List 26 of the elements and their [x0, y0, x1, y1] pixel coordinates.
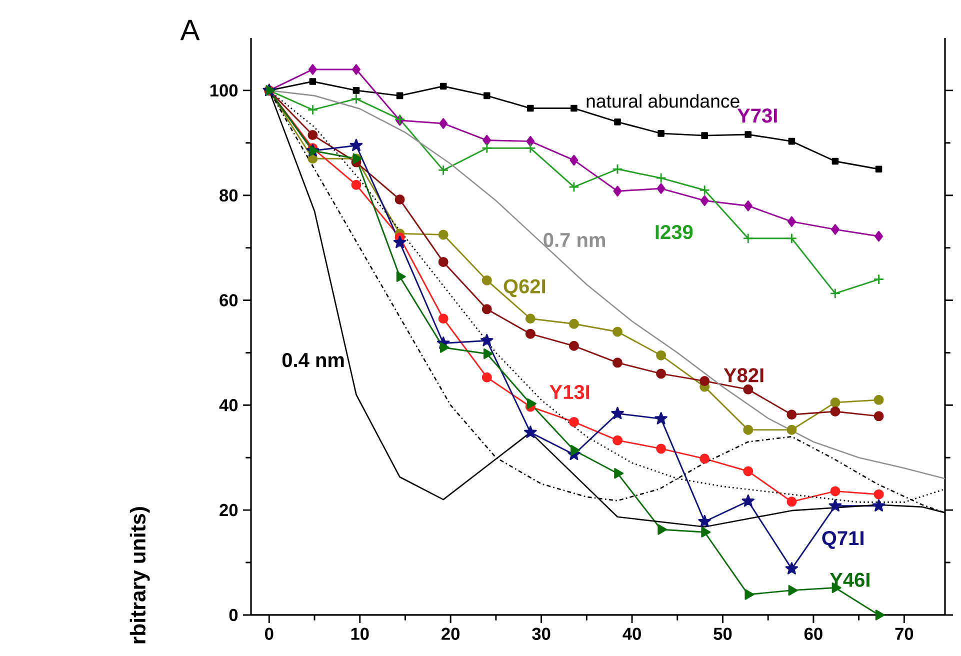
- text: Y73I: [737, 108, 777, 123]
- series-label: 0.4 nm: [282, 352, 344, 368]
- x-tick-label: 30: [532, 628, 550, 640]
- x-tick-label: 70: [895, 628, 914, 640]
- series-label: Y13I: [550, 384, 590, 400]
- series-label: Y46I: [830, 572, 870, 587]
- series-label: Y82I: [724, 368, 764, 382]
- y-tick-label: 100: [210, 84, 238, 97]
- x-tick-label: 10: [351, 628, 369, 640]
- y-axis-title: rbitrary units): [130, 507, 150, 644]
- x-tick-label: 40: [622, 628, 641, 640]
- x-tick-label: 60: [804, 628, 822, 640]
- series-label: 0.7 nm: [544, 232, 606, 248]
- series-label: I239: [656, 224, 693, 240]
- series-label: natural abundance: [586, 94, 740, 108]
- x-tick-label: 20: [442, 628, 460, 640]
- x-tick-label: 50: [714, 628, 732, 640]
- y-tick-label: 0: [229, 608, 238, 622]
- x-tick-label: 0: [265, 628, 274, 640]
- series-label: Q62I: [504, 279, 546, 298]
- y-tick-label: 60: [220, 294, 238, 306]
- text: A: [180, 20, 200, 40]
- series-label: Q71I: [822, 531, 864, 549]
- y-tick-label: 20: [220, 504, 238, 516]
- y-tick-label: 80: [220, 189, 238, 202]
- y-tick-label: 40: [219, 399, 238, 412]
